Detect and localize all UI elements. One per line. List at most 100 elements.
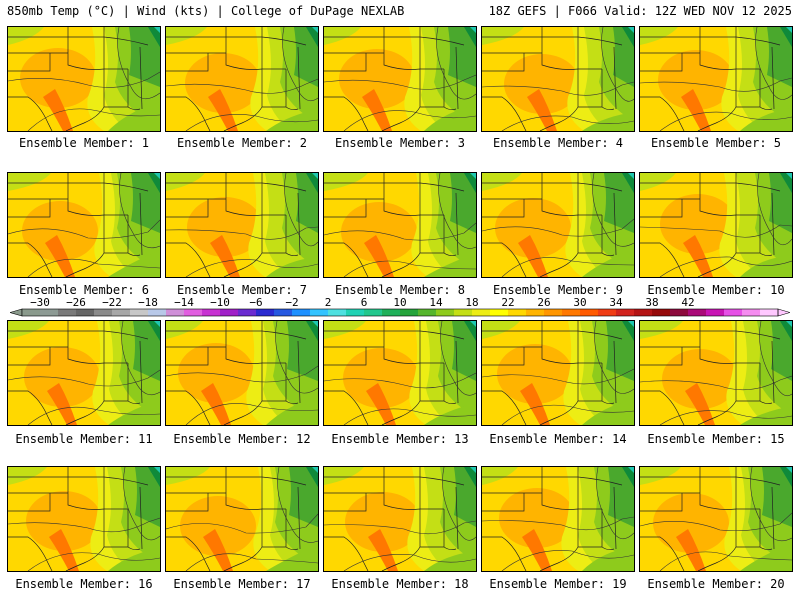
colorbar-tick-label: 22 bbox=[501, 296, 514, 309]
ensemble-member-label: Ensemble Member: 16 bbox=[15, 577, 153, 591]
colorbar-tick-label: 26 bbox=[537, 296, 550, 309]
ensemble-member-label: Ensemble Member: 13 bbox=[331, 432, 469, 446]
colorbar-swatch bbox=[742, 309, 761, 316]
colorbar-swatch bbox=[292, 309, 311, 316]
colorbar-swatch bbox=[634, 309, 653, 316]
colorbar-swatch bbox=[130, 309, 149, 316]
colorbar-swatch bbox=[508, 309, 527, 316]
colorbar-swatch bbox=[400, 309, 419, 316]
colorbar-swatch bbox=[256, 309, 275, 316]
colorbar-tick-label: 2 bbox=[325, 296, 332, 309]
colorbar-swatch bbox=[40, 309, 59, 316]
colorbar-tick-label: 18 bbox=[465, 296, 478, 309]
ensemble-member-map bbox=[165, 466, 319, 572]
colorbar-tick-label: −14 bbox=[174, 296, 194, 309]
ensemble-member-map bbox=[7, 320, 161, 426]
colorbar-tick-label: −22 bbox=[102, 296, 122, 309]
colorbar-swatch bbox=[166, 309, 185, 316]
ensemble-member-map bbox=[639, 466, 793, 572]
colorbar-swatch bbox=[670, 309, 689, 316]
ensemble-member-label: Ensemble Member: 14 bbox=[489, 432, 627, 446]
colorbar-tick-label: −6 bbox=[249, 296, 262, 309]
colorbar-swatch bbox=[598, 309, 617, 316]
ensemble-member-label: Ensemble Member: 19 bbox=[489, 577, 627, 591]
colorbar-swatch bbox=[202, 309, 221, 316]
colorbar-swatch bbox=[310, 309, 329, 316]
colorbar-swatch bbox=[454, 309, 473, 316]
colorbar-swatch bbox=[688, 309, 707, 316]
ensemble-member-label: Ensemble Member: 20 bbox=[647, 577, 785, 591]
ensemble-member-map bbox=[323, 26, 477, 132]
colorbar-swatch bbox=[328, 309, 347, 316]
ensemble-member-map bbox=[481, 320, 635, 426]
colorbar-swatch bbox=[526, 309, 545, 316]
colorbar-swatch bbox=[382, 309, 401, 316]
colorbar-swatch bbox=[76, 309, 95, 316]
ensemble-member-label: Ensemble Member: 11 bbox=[15, 432, 153, 446]
ensemble-member-label: Ensemble Member: 8 bbox=[334, 283, 466, 297]
ensemble-member-map bbox=[7, 466, 161, 572]
colorbar-swatch bbox=[418, 309, 437, 316]
colorbar-max-arrow bbox=[777, 308, 790, 317]
colorbar-swatch bbox=[706, 309, 725, 316]
ensemble-member-map bbox=[323, 320, 477, 426]
ensemble-member-map bbox=[481, 172, 635, 278]
ensemble-member-map bbox=[639, 26, 793, 132]
colorbar-swatch bbox=[22, 309, 41, 316]
ensemble-member-label: Ensemble Member: 6 bbox=[18, 283, 150, 297]
colorbar-swatch bbox=[346, 309, 365, 316]
temperature-colorbar: −30 −26 −22 −18 −14 −10 −6 −2 2 6 10 14 18 22 26 30 34 38… bbox=[10, 296, 790, 317]
ensemble-member-label: Ensemble Member: 4 bbox=[492, 136, 624, 150]
colorbar-swatch bbox=[274, 309, 293, 316]
ensemble-member-map bbox=[639, 320, 793, 426]
ensemble-member-label: Ensemble Member: 7 bbox=[176, 283, 308, 297]
ensemble-member-label: Ensemble Member: 12 bbox=[173, 432, 311, 446]
colorbar-tick-label: −26 bbox=[66, 296, 86, 309]
ensemble-member-map bbox=[7, 172, 161, 278]
colorbar-tick-label: 42 bbox=[681, 296, 694, 309]
ensemble-member-label: Ensemble Member: 17 bbox=[173, 577, 311, 591]
ensemble-member-label: Ensemble Member: 1 bbox=[18, 136, 150, 150]
colorbar-swatch bbox=[580, 309, 599, 316]
colorbar-swatch bbox=[238, 309, 257, 316]
colorbar-tick-label: −2 bbox=[285, 296, 298, 309]
ensemble-member-label: Ensemble Member: 2 bbox=[176, 136, 308, 150]
colorbar-tick-label: 6 bbox=[361, 296, 368, 309]
colorbar-swatch bbox=[364, 309, 383, 316]
ensemble-member-map bbox=[481, 466, 635, 572]
colorbar-min-arrow bbox=[10, 308, 23, 317]
ensemble-member-map bbox=[323, 466, 477, 572]
ensemble-member-label: Ensemble Member: 9 bbox=[492, 283, 624, 297]
ensemble-member-map bbox=[165, 26, 319, 132]
ensemble-member-map bbox=[323, 172, 477, 278]
colorbar-swatch bbox=[94, 309, 113, 316]
ensemble-member-label: Ensemble Member: 18 bbox=[331, 577, 469, 591]
ensemble-member-label: Ensemble Member: 5 bbox=[650, 136, 782, 150]
colorbar-tick-label: −10 bbox=[210, 296, 230, 309]
ensemble-member-label: Ensemble Member: 10 bbox=[647, 283, 785, 297]
map-title: 850mb Temp (°C) | Wind (kts) | College o… bbox=[7, 4, 405, 18]
colorbar-swatch bbox=[724, 309, 743, 316]
colorbar-swatch bbox=[472, 309, 491, 316]
ensemble-member-map bbox=[7, 26, 161, 132]
colorbar-swatch bbox=[220, 309, 239, 316]
ensemble-member-map bbox=[639, 172, 793, 278]
colorbar-tick-label: −30 bbox=[30, 296, 50, 309]
ensemble-member-map bbox=[165, 320, 319, 426]
colorbar-tick-label: −18 bbox=[138, 296, 158, 309]
colorbar-tick-label: 10 bbox=[393, 296, 406, 309]
colorbar-swatch bbox=[652, 309, 671, 316]
colorbar-swatch bbox=[490, 309, 509, 316]
colorbar-swatch bbox=[148, 309, 167, 316]
run-valid-time: 18Z GEFS | F066 Valid: 12Z WED NOV 12 20… bbox=[488, 4, 792, 18]
colorbar-swatch bbox=[616, 309, 635, 316]
colorbar-swatch bbox=[184, 309, 203, 316]
colorbar-tick-label: 30 bbox=[573, 296, 586, 309]
ensemble-member-map bbox=[165, 172, 319, 278]
colorbar-tick-label: 38 bbox=[645, 296, 658, 309]
ensemble-member-label: Ensemble Member: 15 bbox=[647, 432, 785, 446]
colorbar-swatch bbox=[544, 309, 563, 316]
colorbar-swatch bbox=[760, 309, 779, 316]
colorbar-swatch bbox=[58, 309, 77, 316]
colorbar-tick-label: 34 bbox=[609, 296, 623, 309]
